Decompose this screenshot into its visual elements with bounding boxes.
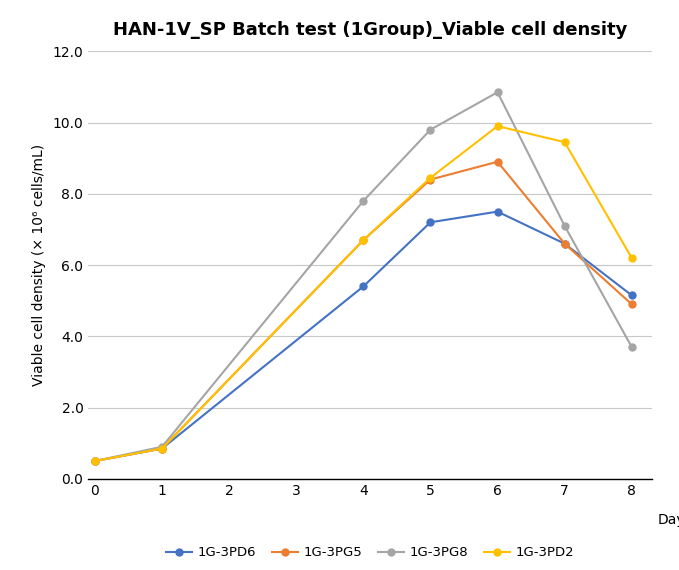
1G-3PD6 — [494, 208, 502, 215]
1G-3PG8 — [359, 197, 367, 204]
1G-3PG8 — [627, 344, 636, 351]
1G-3PD2 — [91, 458, 99, 465]
1G-3PG5 — [494, 158, 502, 165]
1G-3PG8 — [494, 89, 502, 96]
Legend: 1G-3PD6, 1G-3PG5, 1G-3PG8, 1G-3PD2: 1G-3PD6, 1G-3PG5, 1G-3PG8, 1G-3PD2 — [160, 541, 580, 564]
Line: 1G-3PD6: 1G-3PD6 — [92, 208, 635, 465]
1G-3PD6 — [561, 240, 569, 247]
1G-3PD2 — [561, 139, 569, 145]
1G-3PD6 — [426, 219, 435, 226]
1G-3PD6 — [359, 283, 367, 290]
Title: HAN-1V_SP Batch test (1Group)_Viable cell density: HAN-1V_SP Batch test (1Group)_Viable cel… — [113, 21, 627, 39]
1G-3PG5 — [359, 237, 367, 243]
1G-3PG5 — [91, 458, 99, 465]
1G-3PG8 — [158, 443, 166, 450]
1G-3PG5 — [426, 176, 435, 183]
1G-3PD2 — [359, 237, 367, 243]
Line: 1G-3PD2: 1G-3PD2 — [92, 123, 635, 465]
1G-3PG8 — [426, 126, 435, 133]
1G-3PD6 — [91, 458, 99, 465]
1G-3PG8 — [561, 222, 569, 229]
1G-3PG5 — [627, 301, 636, 308]
1G-3PD2 — [494, 123, 502, 129]
1G-3PD2 — [627, 254, 636, 261]
1G-3PG8 — [91, 458, 99, 465]
1G-3PD2 — [158, 445, 166, 452]
1G-3PD6 — [627, 292, 636, 299]
1G-3PD2 — [426, 174, 435, 181]
Line: 1G-3PG8: 1G-3PG8 — [92, 89, 635, 465]
1G-3PG5 — [561, 240, 569, 247]
Text: Days: Days — [657, 513, 679, 527]
Y-axis label: Viable cell density (× 10⁶ cells/mL): Viable cell density (× 10⁶ cells/mL) — [32, 144, 45, 386]
1G-3PD6 — [158, 445, 166, 452]
Line: 1G-3PG5: 1G-3PG5 — [92, 158, 635, 465]
1G-3PG5 — [158, 445, 166, 452]
